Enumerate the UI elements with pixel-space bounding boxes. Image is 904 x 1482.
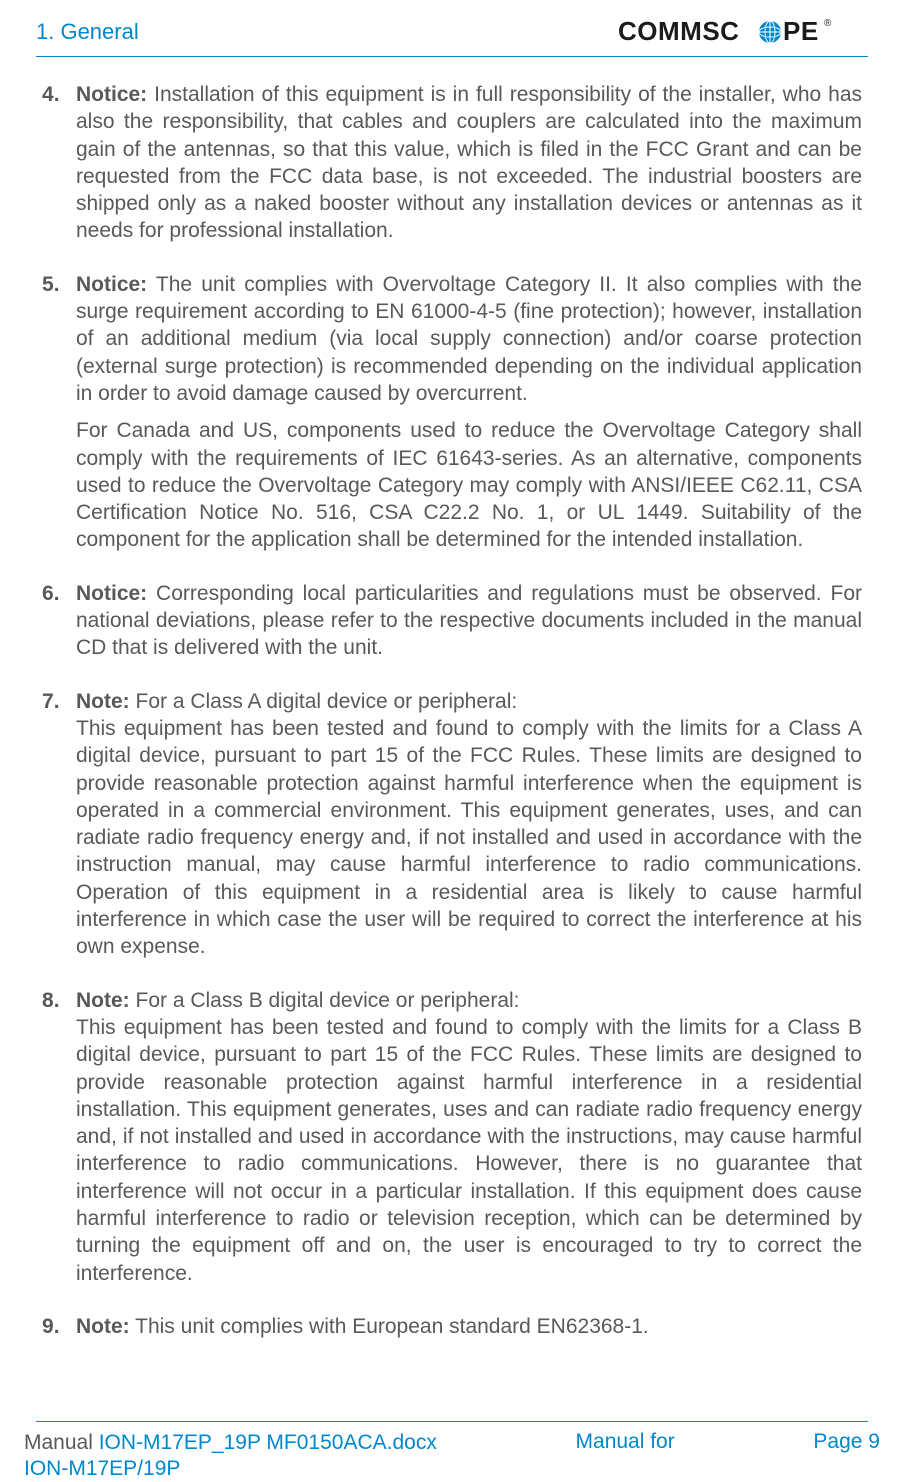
commscope-logo-icon: COMMSC PE ® <box>618 14 868 50</box>
list-item: Notice: The unit complies with Overvolta… <box>42 271 862 554</box>
page-content: Notice: Installation of this equipment i… <box>0 57 904 1340</box>
item-lead: Note: <box>76 1315 130 1338</box>
list-item: Notice: Corresponding local particularit… <box>42 580 862 662</box>
item-subtext: For Canada and US, components used to re… <box>76 417 862 553</box>
svg-text:COMMSC: COMMSC <box>618 16 739 46</box>
footer-page-number: Page 9 <box>813 1430 880 1454</box>
page-header: 1. General COMMSC PE ® <box>0 0 904 56</box>
brand-logo: COMMSC PE ® <box>618 14 868 50</box>
item-lead: Notice: <box>76 273 147 296</box>
item-subtext: This equipment has been tested and found… <box>76 717 862 958</box>
footer-doc-ref: Manual ION-M17EP_19P MF0150ACA.docx ION-… <box>24 1430 437 1482</box>
svg-text:PE: PE <box>783 16 819 46</box>
footer-center-text: Manual for <box>576 1430 675 1454</box>
item-text: For a Class B digital device or peripher… <box>130 989 520 1012</box>
page-footer: Manual ION-M17EP_19P MF0150ACA.docx ION-… <box>0 1421 904 1482</box>
item-subtext: This equipment has been tested and found… <box>76 1016 862 1285</box>
list-item: Note: For a Class A digital device or pe… <box>42 688 862 961</box>
item-lead: Note: <box>76 989 130 1012</box>
item-text: The unit complies with Overvoltage Categ… <box>76 273 862 405</box>
item-text: For a Class A digital device or peripher… <box>130 690 518 713</box>
item-text: Installation of this equipment is in ful… <box>76 83 862 242</box>
list-item: Note: For a Class B digital device or pe… <box>42 987 862 1287</box>
footer-model: ION-M17EP/19P <box>24 1457 180 1480</box>
item-text: Corresponding local particularities and … <box>76 582 862 660</box>
notes-list: Notice: Installation of this equipment i… <box>42 81 862 1340</box>
item-text: This unit complies with European standar… <box>130 1315 649 1338</box>
footer-manual-label: Manual <box>24 1431 99 1454</box>
list-item: Notice: Installation of this equipment i… <box>42 81 862 245</box>
item-lead: Notice: <box>76 582 147 605</box>
list-item: Note: This unit complies with European s… <box>42 1313 862 1340</box>
footer-filename: ION-M17EP_19P MF0150ACA.docx <box>99 1431 437 1454</box>
section-title: 1. General <box>36 19 139 45</box>
item-lead: Notice: <box>76 83 147 106</box>
item-lead: Note: <box>76 690 130 713</box>
footer-rule <box>36 1421 868 1422</box>
registered-icon: ® <box>824 18 832 29</box>
